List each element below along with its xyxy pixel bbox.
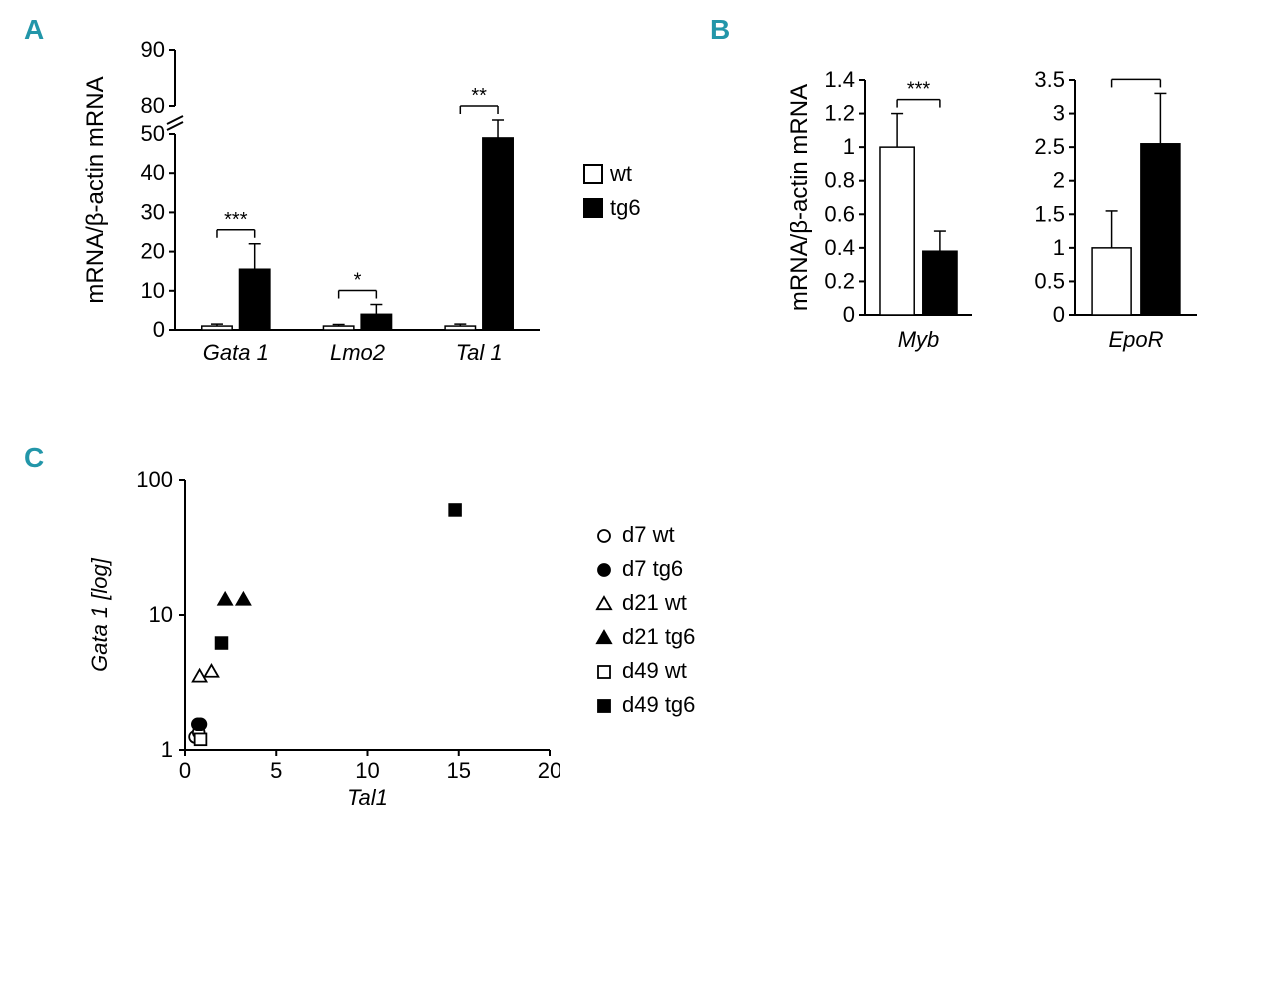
svg-text:d49 wt: d49 wt: [622, 658, 687, 683]
svg-text:1: 1: [843, 134, 855, 159]
svg-text:*: *: [354, 270, 362, 292]
svg-text:***: ***: [1124, 70, 1148, 80]
svg-text:3: 3: [1053, 101, 1065, 126]
svg-text:1: 1: [1053, 235, 1065, 260]
svg-text:d49 tg6: d49 tg6: [622, 692, 695, 717]
svg-text:2: 2: [1053, 168, 1065, 193]
svg-text:10: 10: [141, 278, 165, 303]
panel-b-chart-myb: 0 0.2 0.4 0.6 0.8 1 1.2 1.4 mRNA/β-actin mRNA ***…: [790, 70, 980, 370]
svg-text:wt: wt: [609, 161, 632, 186]
svg-text:***: ***: [907, 79, 931, 101]
svg-text:15: 15: [447, 758, 471, 783]
svg-text:0: 0: [179, 758, 191, 783]
panel-c-legend: d7 wt d7 tg6 d21 wt d21 tg6 d49 wt d49 tg6: [590, 520, 790, 744]
svg-text:0: 0: [843, 302, 855, 327]
svg-text:0.6: 0.6: [824, 201, 855, 226]
svg-text:1.4: 1.4: [824, 70, 855, 92]
svg-text:30: 30: [141, 199, 165, 224]
svg-text:0: 0: [153, 317, 165, 342]
panel-a-legend: wt tg6: [580, 160, 720, 240]
panel-a-label: A: [24, 14, 44, 46]
svg-text:40: 40: [141, 160, 165, 185]
panel-c-chart: 0 5 10 15 20 1 10 100 Tal1 Gata 1 [log]: [70, 470, 560, 810]
svg-text:d7 wt: d7 wt: [622, 522, 675, 547]
panel-c-label: C: [24, 442, 44, 474]
svg-text:80: 80: [141, 93, 165, 118]
svg-text:***: ***: [224, 209, 248, 231]
svg-text:50: 50: [141, 121, 165, 146]
svg-text:Gata 1 [log]: Gata 1 [log]: [87, 557, 112, 672]
svg-text:5: 5: [270, 758, 282, 783]
svg-text:1.5: 1.5: [1034, 201, 1065, 226]
svg-text:Tal 1: Tal 1: [456, 340, 503, 365]
svg-text:d7 tg6: d7 tg6: [622, 556, 683, 581]
svg-text:0.8: 0.8: [824, 168, 855, 193]
svg-text:d21 tg6: d21 tg6: [622, 624, 695, 649]
svg-text:0.2: 0.2: [824, 268, 855, 293]
svg-text:1.2: 1.2: [824, 101, 855, 126]
svg-text:0.4: 0.4: [824, 235, 855, 260]
svg-text:0.5: 0.5: [1034, 268, 1065, 293]
svg-text:mRNA/β-actin mRNA: mRNA/β-actin mRNA: [790, 84, 813, 311]
svg-text:Gata 1: Gata 1: [203, 340, 269, 365]
svg-text:20: 20: [538, 758, 560, 783]
svg-text:90: 90: [141, 40, 165, 62]
svg-text:EpoR: EpoR: [1108, 327, 1163, 352]
svg-text:100: 100: [136, 470, 173, 492]
svg-text:Myb: Myb: [898, 327, 940, 352]
svg-text:mRNA/β-actin mRNA: mRNA/β-actin mRNA: [82, 76, 109, 303]
svg-text:tg6: tg6: [610, 195, 641, 220]
svg-text:Lmo2: Lmo2: [330, 340, 385, 365]
svg-text:10: 10: [355, 758, 379, 783]
svg-text:d21 wt: d21 wt: [622, 590, 687, 615]
svg-text:2.5: 2.5: [1034, 134, 1065, 159]
svg-text:0: 0: [1053, 302, 1065, 327]
svg-text:10: 10: [149, 602, 173, 627]
svg-text:**: **: [471, 85, 487, 107]
panel-b-chart-epor: 0 0.5 1 1.5 2 2.5 3 3.5 *** EpoR: [1000, 70, 1205, 370]
svg-text:20: 20: [141, 239, 165, 264]
svg-text:1: 1: [161, 737, 173, 762]
panel-b-label: B: [710, 14, 730, 46]
panel-a-chart: 010203040508090mRNA/β-actin mRNAGata 1**…: [70, 40, 550, 390]
svg-text:3.5: 3.5: [1034, 70, 1065, 92]
svg-text:Tal1: Tal1: [347, 785, 388, 810]
